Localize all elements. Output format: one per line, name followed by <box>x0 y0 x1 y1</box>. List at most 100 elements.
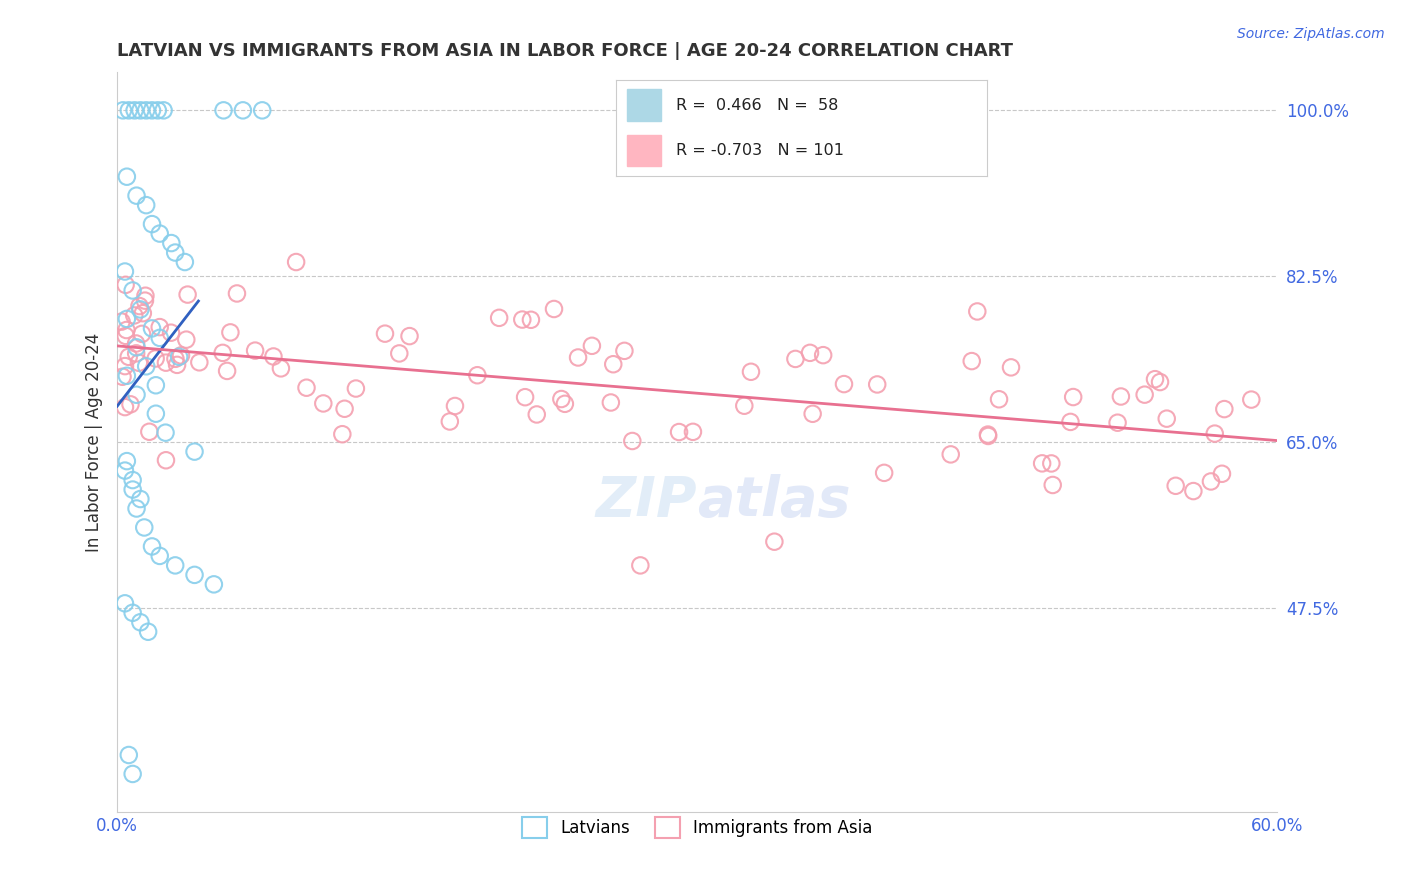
Point <box>165 245 187 260</box>
Point <box>581 339 603 353</box>
Point <box>145 351 167 366</box>
Point <box>977 427 1000 442</box>
Point <box>183 444 205 458</box>
Point <box>1109 390 1132 404</box>
Point <box>125 346 148 360</box>
Point <box>149 320 172 334</box>
Point <box>120 397 142 411</box>
Point <box>966 304 988 318</box>
Point <box>132 306 155 320</box>
Point <box>125 188 148 202</box>
Point <box>344 382 367 396</box>
Point <box>520 312 543 326</box>
Point <box>1204 426 1226 441</box>
Point <box>543 301 565 316</box>
Point <box>526 408 548 422</box>
Point <box>121 284 143 298</box>
Point <box>115 312 138 326</box>
Point <box>510 312 533 326</box>
Y-axis label: In Labor Force | Age 20-24: In Labor Force | Age 20-24 <box>86 333 103 552</box>
Point <box>188 355 211 369</box>
Point <box>114 359 136 373</box>
Point <box>121 767 143 781</box>
Point <box>114 277 136 292</box>
Point <box>136 624 159 639</box>
Point <box>160 235 183 250</box>
Text: Source: ZipAtlas.com: Source: ZipAtlas.com <box>1237 27 1385 41</box>
Point <box>173 255 195 269</box>
Point <box>1062 390 1084 404</box>
Point <box>124 103 146 118</box>
Point <box>613 343 636 358</box>
Point <box>488 310 510 325</box>
Point <box>114 329 136 343</box>
Point <box>121 606 143 620</box>
Point <box>1133 387 1156 401</box>
Point <box>599 395 621 409</box>
Point <box>733 399 755 413</box>
Point <box>602 357 624 371</box>
Point <box>668 425 690 439</box>
Point <box>1042 478 1064 492</box>
Point <box>212 103 235 118</box>
Point <box>125 501 148 516</box>
Point <box>114 596 136 610</box>
Point <box>243 343 266 358</box>
Point <box>138 425 160 439</box>
Point <box>866 377 889 392</box>
Point <box>155 453 177 467</box>
Point <box>1213 402 1236 417</box>
Point <box>183 567 205 582</box>
Point <box>211 346 233 360</box>
Point <box>202 577 225 591</box>
Point <box>439 415 461 429</box>
Point <box>135 103 157 118</box>
Point <box>873 466 896 480</box>
Point <box>312 396 335 410</box>
Point <box>114 464 136 478</box>
Point <box>740 365 762 379</box>
Point <box>111 103 134 118</box>
Point <box>1143 372 1166 386</box>
Point <box>217 364 239 378</box>
Point <box>1156 411 1178 425</box>
Point <box>110 315 132 329</box>
Point <box>135 198 157 212</box>
Point <box>149 227 172 241</box>
Point <box>141 540 163 554</box>
Point <box>1040 457 1063 471</box>
Point <box>145 378 167 392</box>
Point <box>146 103 169 118</box>
Point <box>135 359 157 374</box>
Point <box>1000 360 1022 375</box>
Point <box>388 346 411 360</box>
Point <box>467 368 489 383</box>
Point <box>121 483 143 497</box>
Point <box>232 103 254 118</box>
Point <box>330 427 353 442</box>
Point <box>988 392 1011 407</box>
Point <box>285 255 308 269</box>
Point <box>131 326 153 341</box>
Point <box>141 217 163 231</box>
Point <box>115 323 138 337</box>
Point <box>118 747 141 762</box>
Point <box>118 350 141 364</box>
Point <box>155 425 177 440</box>
Point <box>682 425 704 439</box>
Point <box>129 615 152 630</box>
Point <box>122 309 145 323</box>
Point <box>134 520 156 534</box>
Point <box>333 401 356 416</box>
Point <box>621 434 644 448</box>
Point <box>554 397 576 411</box>
Point <box>1031 456 1053 470</box>
Point <box>513 390 536 404</box>
Point <box>125 336 148 351</box>
Point <box>799 346 821 360</box>
Point <box>149 331 172 345</box>
Point <box>252 103 274 118</box>
Point <box>262 350 284 364</box>
Point <box>1182 484 1205 499</box>
Point <box>219 326 242 340</box>
